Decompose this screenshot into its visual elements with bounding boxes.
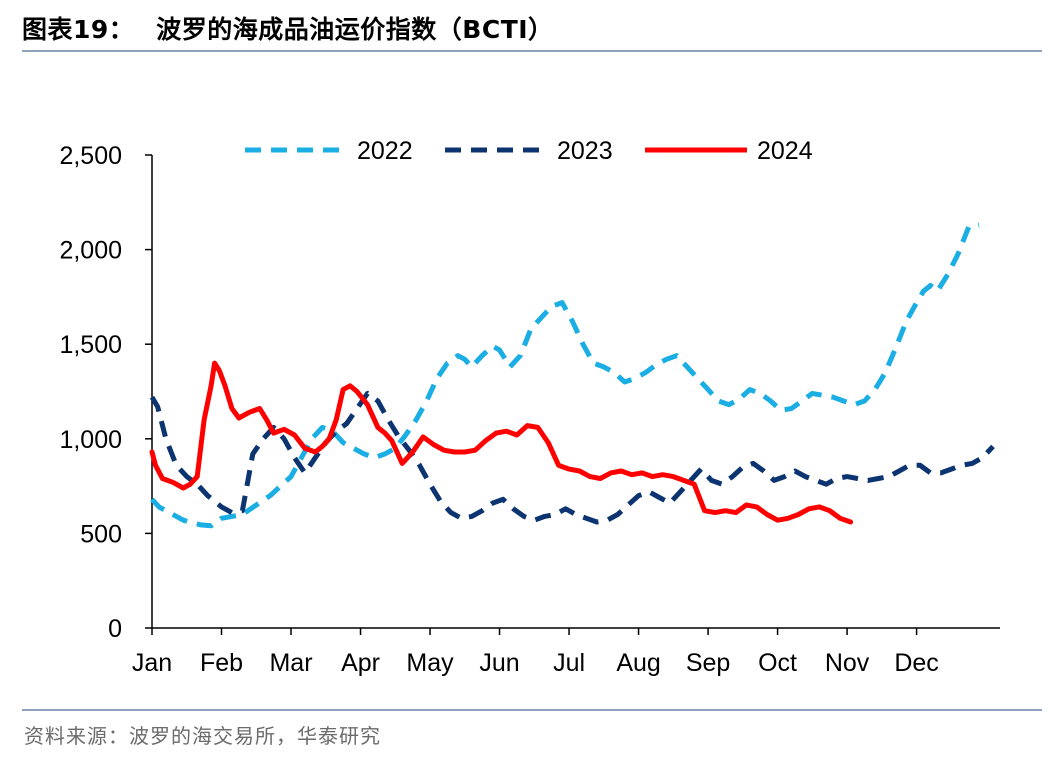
y-tick-label: 2,500 [59, 142, 122, 170]
y-tick-label: 500 [80, 520, 122, 548]
x-tick-label: Oct [758, 649, 797, 677]
title-rule [22, 50, 1042, 52]
x-tick-label: Dec [894, 649, 938, 677]
legend-label-2024: 2024 [757, 137, 813, 165]
y-tick-label: 0 [108, 615, 122, 643]
series-line-2023 [149, 390, 995, 525]
figure-label: 图表19： [22, 15, 135, 44]
x-tick-label: Feb [200, 649, 243, 677]
figure-title: 图表19： 波罗的海成品油运价指数（BCTI） [22, 10, 554, 46]
legend-label-2022: 2022 [357, 137, 413, 165]
footer-rule [22, 709, 1042, 711]
x-tick-label: Jun [479, 649, 519, 677]
x-tick-label: Apr [341, 649, 380, 677]
x-tick-label: Aug [616, 649, 660, 677]
series-line-2024 [149, 360, 854, 525]
bcti-line-chart: 0 500 1,000 1,500 2,000 2,500 Jan Feb Mar Apr May J… [59, 137, 1000, 677]
x-tick-label: Sep [686, 649, 730, 677]
y-tick-label: 1,000 [59, 426, 122, 454]
x-tick-label: Jul [553, 649, 585, 677]
x-tick-label: Nov [825, 649, 870, 677]
y-tick-label: 1,500 [59, 331, 122, 359]
source-note: 资料来源：波罗的海交易所，华泰研究 [24, 724, 381, 748]
series-line-2022 [150, 222, 980, 529]
x-tick-label: May [406, 649, 454, 677]
x-tick-label: Mar [269, 649, 312, 677]
x-tick-label: Jan [132, 649, 172, 677]
legend-label-2023: 2023 [557, 137, 613, 165]
y-tick-label: 2,000 [59, 237, 122, 265]
figure-title-text: 波罗的海成品油运价指数（BCTI） [156, 15, 554, 44]
